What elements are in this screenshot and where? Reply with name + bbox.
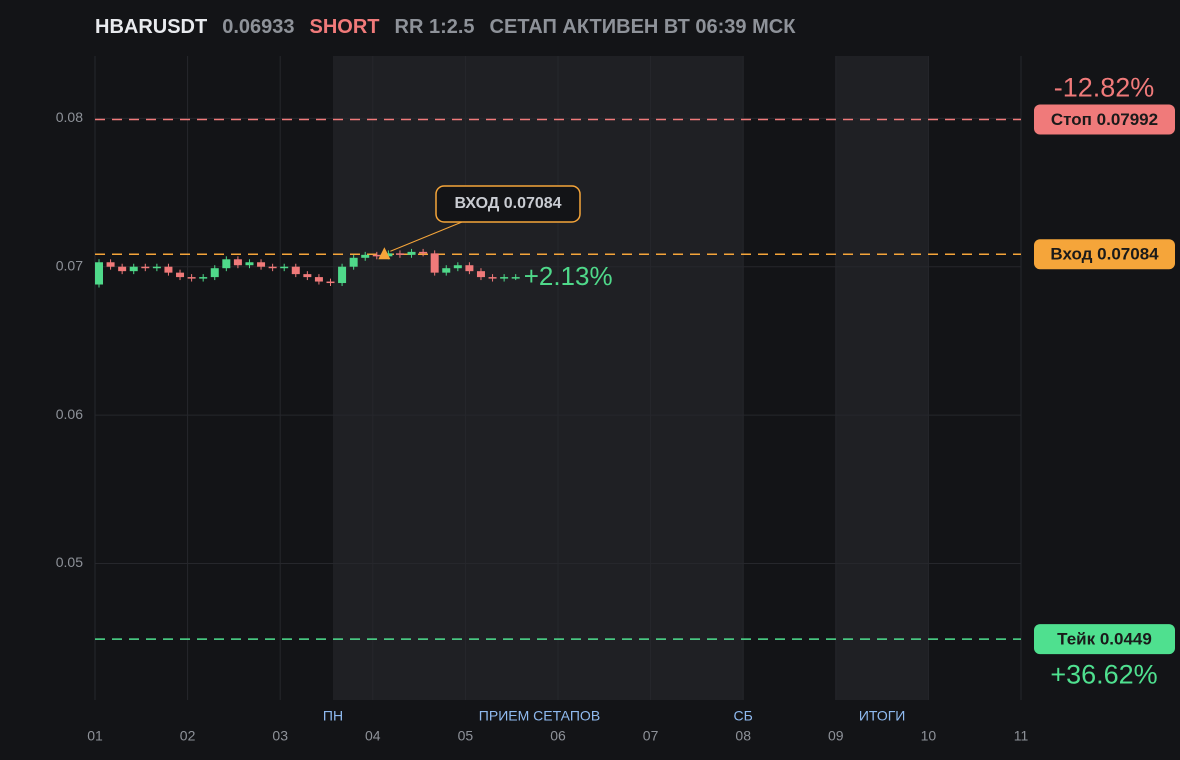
- x-tick-label: 06: [550, 728, 566, 744]
- candle-body: [361, 254, 370, 258]
- session-band: [835, 56, 929, 700]
- candle-body: [291, 266, 300, 275]
- candle-body: [349, 257, 358, 267]
- session-label: ИТОГИ: [859, 708, 906, 724]
- side: SHORT: [309, 16, 380, 38]
- candle-body: [187, 277, 196, 279]
- candle-body: [164, 266, 173, 273]
- y-tick-label: 0.05: [56, 554, 83, 570]
- candle-body: [152, 266, 161, 269]
- candle-body: [419, 251, 428, 254]
- entry-triangle: [378, 247, 391, 260]
- rr: RR 1:2.5: [394, 16, 475, 38]
- candle-body: [395, 253, 404, 255]
- candle-body: [384, 253, 393, 257]
- candle-body: [488, 277, 497, 279]
- x-tick-label: 03: [272, 728, 288, 744]
- candle-body: [141, 266, 150, 269]
- symbol: HBARUSDT: [95, 16, 208, 38]
- x-tick-label: 02: [180, 728, 196, 744]
- x-tick-label: 07: [643, 728, 659, 744]
- candle-body: [442, 268, 451, 273]
- y-tick-label: 0.06: [56, 406, 83, 422]
- level-percent: +36.62%: [1050, 659, 1157, 689]
- status: СЕТАП АКТИВЕН ВТ 06:39 МСК: [489, 16, 796, 38]
- session-label: СБ: [734, 708, 753, 724]
- x-tick-label: 09: [828, 728, 844, 744]
- x-tick-label: 01: [87, 728, 103, 744]
- candle-body: [465, 265, 474, 272]
- candle-body: [453, 265, 462, 269]
- entry-callout-label: ВХОД 0.07084: [454, 195, 561, 212]
- candle-body: [199, 277, 208, 279]
- candle-body: [407, 251, 416, 255]
- level-label: Тейк 0.0449: [1057, 630, 1152, 649]
- candle-body: [280, 266, 289, 269]
- candle-body: [245, 262, 254, 266]
- x-tick-label: 11: [1014, 728, 1029, 744]
- level-badge: [1034, 624, 1175, 655]
- entry-callout: [435, 185, 581, 223]
- price: 0.06933: [222, 16, 295, 38]
- candle-body: [176, 272, 185, 278]
- candle-body: [257, 262, 266, 267]
- x-tick-label: 05: [458, 728, 474, 744]
- candle-body: [233, 259, 242, 266]
- candle-body: [372, 254, 381, 257]
- x-tick-label: 08: [735, 728, 751, 744]
- x-tick-label: 10: [921, 728, 937, 744]
- y-tick-label: 0.07: [56, 257, 83, 273]
- candle-body: [210, 268, 219, 278]
- session-label: ПН: [323, 708, 343, 724]
- level-label: Стоп 0.07992: [1051, 110, 1158, 129]
- session-band: [332, 56, 744, 700]
- candle-body: [500, 277, 509, 279]
- candle-body: [118, 266, 127, 272]
- candle-body: [476, 271, 485, 278]
- candle-body: [314, 277, 323, 282]
- candle-body: [511, 277, 520, 279]
- x-tick-label: 04: [365, 728, 381, 744]
- y-tick-label: 0.08: [56, 109, 83, 125]
- level-label: Вход 0.07084: [1050, 245, 1159, 264]
- candle-body: [430, 253, 439, 273]
- header: HBARUSDT 0.06933 SHORT RR 1:2.5 СЕТАП АК…: [95, 16, 795, 39]
- current-change: +2.13%: [524, 261, 613, 291]
- candle-body: [222, 259, 231, 269]
- level-badge: [1034, 104, 1175, 135]
- candle-body: [338, 266, 347, 284]
- candle-body: [129, 266, 138, 272]
- level-percent: -12.82%: [1054, 73, 1155, 103]
- candle-body: [106, 262, 115, 267]
- candle-body: [95, 262, 103, 285]
- candle-body: [326, 281, 335, 284]
- session-label: ПРИЕМ СЕТАПОВ: [479, 708, 600, 724]
- candle-body: [303, 274, 312, 278]
- candle-body: [268, 266, 277, 269]
- entry-connector: [390, 221, 463, 252]
- level-badge: [1034, 239, 1175, 270]
